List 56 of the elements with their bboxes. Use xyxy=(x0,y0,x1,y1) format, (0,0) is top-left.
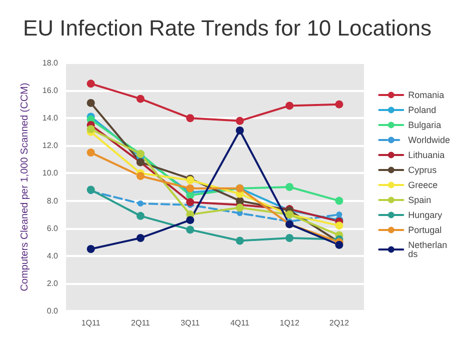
y-tick-label: 4.0 xyxy=(46,251,59,260)
legend-label: Portugal xyxy=(408,225,442,235)
legend-label: Lithuania xyxy=(408,150,445,160)
legend-label: Spain xyxy=(408,195,432,205)
point xyxy=(286,183,294,191)
y-tick-label: 2.0 xyxy=(46,278,59,288)
x-tick-label: 4Q11 xyxy=(230,318,250,328)
point xyxy=(138,200,144,207)
point xyxy=(186,198,194,206)
point xyxy=(186,226,194,234)
point xyxy=(286,234,294,242)
legend-label: Hungary xyxy=(408,210,443,220)
y-tick-label: 16.0 xyxy=(42,86,59,96)
point xyxy=(186,114,194,122)
point xyxy=(335,196,344,205)
legend-label: Poland xyxy=(408,105,436,115)
point xyxy=(86,186,95,194)
x-tick-label: 2Q11 xyxy=(131,318,151,328)
point xyxy=(236,236,244,245)
legend-label: Greece xyxy=(408,180,438,190)
point xyxy=(136,94,144,103)
point xyxy=(136,212,144,220)
point xyxy=(186,184,194,192)
point xyxy=(86,80,95,88)
legend-label: Cyprus xyxy=(408,165,438,175)
point xyxy=(186,216,194,224)
y-tick-label: 0.0 xyxy=(46,306,59,316)
y-tick-label: 8.0 xyxy=(46,196,59,206)
y-tick-label: 10.0 xyxy=(42,168,59,178)
x-tick-label: 3Q11 xyxy=(180,318,200,328)
point xyxy=(335,100,344,108)
point xyxy=(335,240,344,249)
legend-label: Romania xyxy=(408,90,444,100)
x-tick-label: 1Q12 xyxy=(280,318,300,328)
x-tick-label: 2Q12 xyxy=(329,318,350,328)
point xyxy=(136,234,144,242)
point xyxy=(136,172,144,180)
legend-label: Worldwide xyxy=(408,135,450,145)
y-tick-label: 12.0 xyxy=(42,141,59,150)
point xyxy=(335,222,344,230)
point xyxy=(86,98,95,107)
y-tick-label: 6.0 xyxy=(46,224,59,233)
point xyxy=(286,102,294,110)
y-tick-label: 18.0 xyxy=(42,58,59,68)
legend-label: Bulgaria xyxy=(408,120,442,130)
legend-label: Netherlands xyxy=(408,240,448,259)
y-tick-label: 14.0 xyxy=(42,114,59,123)
point xyxy=(236,126,244,135)
x-tick-label: 1Q11 xyxy=(81,318,101,328)
point xyxy=(336,212,342,218)
y-axis-title: Computers Cleaned per 1,000 Scanned (CCM) xyxy=(20,82,30,292)
point xyxy=(236,116,244,125)
chart-title: EU Infection Rate Trends for 10 Locations xyxy=(23,16,432,40)
point xyxy=(86,125,95,134)
point xyxy=(86,245,95,253)
point xyxy=(86,148,95,157)
